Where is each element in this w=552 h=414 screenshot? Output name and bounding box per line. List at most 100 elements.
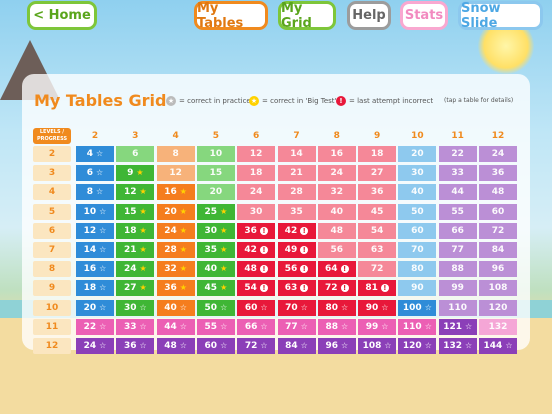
grid-cell[interactable]: 48 bbox=[317, 222, 356, 239]
grid-cell[interactable]: 84 ☆ bbox=[277, 338, 316, 354]
grid-cell[interactable]: 24 bbox=[479, 146, 517, 162]
grid-cell[interactable]: 36 ☆ bbox=[116, 338, 155, 354]
grid-cell[interactable]: 50 bbox=[398, 203, 437, 220]
grid-cell[interactable]: 10 ☆ bbox=[76, 203, 114, 220]
column-header-12[interactable]: 12 bbox=[491, 131, 505, 141]
grid-cell[interactable]: 66 bbox=[438, 222, 477, 239]
row-header-11[interactable]: 11 bbox=[33, 318, 71, 335]
grid-cell[interactable]: 90 bbox=[398, 280, 437, 297]
my-grid-button[interactable]: My Grid bbox=[278, 1, 336, 31]
grid-cell[interactable]: 18 bbox=[358, 146, 397, 162]
grid-cell[interactable]: 77 ☆ bbox=[277, 318, 316, 335]
grid-cell[interactable]: 80 ☆ bbox=[317, 299, 356, 316]
row-header-2[interactable]: 2 bbox=[33, 146, 71, 162]
column-header-7[interactable]: 7 bbox=[293, 131, 300, 141]
row-header-12[interactable]: 12 bbox=[33, 338, 71, 354]
grid-cell[interactable]: 20 ★ bbox=[156, 203, 195, 220]
grid-cell[interactable]: 22 ☆ bbox=[76, 318, 114, 335]
grid-cell[interactable]: 15 bbox=[196, 165, 235, 182]
grid-cell[interactable]: 110 ☆ bbox=[398, 318, 437, 335]
column-header-6[interactable]: 6 bbox=[253, 131, 260, 141]
grid-cell[interactable]: 120 ☆ bbox=[398, 338, 437, 354]
grid-cell[interactable]: 28 bbox=[277, 184, 316, 201]
grid-cell[interactable]: 6 bbox=[116, 146, 155, 162]
my-tables-button[interactable]: My Tables bbox=[194, 1, 268, 31]
grid-cell[interactable]: 24 ★ bbox=[156, 222, 195, 239]
grid-cell[interactable]: 81! bbox=[358, 280, 397, 297]
grid-cell[interactable]: 33 ☆ bbox=[116, 318, 155, 335]
grid-cell[interactable]: 20 bbox=[398, 146, 437, 162]
grid-cell[interactable]: 16 ★ bbox=[156, 184, 195, 201]
grid-cell[interactable]: 60 ☆ bbox=[196, 338, 235, 354]
grid-cell[interactable]: 144 ☆ bbox=[479, 338, 517, 354]
grid-cell[interactable]: 99 bbox=[438, 280, 477, 297]
column-header-10[interactable]: 10 bbox=[411, 131, 424, 141]
grid-cell[interactable]: 36 bbox=[358, 184, 397, 201]
row-header-6[interactable]: 6 bbox=[33, 222, 71, 239]
grid-cell[interactable]: 72 ☆ bbox=[237, 338, 276, 354]
column-header-11[interactable]: 11 bbox=[451, 131, 464, 141]
grid-cell[interactable]: 50 ☆ bbox=[196, 299, 235, 316]
column-header-2[interactable]: 2 bbox=[91, 131, 99, 141]
grid-cell[interactable]: 21 ★ bbox=[116, 242, 155, 258]
grid-cell[interactable]: 88 bbox=[438, 261, 477, 278]
grid-cell[interactable]: 30 bbox=[237, 203, 276, 220]
grid-cell[interactable]: 72 bbox=[358, 261, 397, 278]
grid-cell[interactable]: 40 bbox=[398, 184, 437, 201]
grid-cell[interactable]: 33 bbox=[438, 165, 477, 182]
grid-cell[interactable]: 20 bbox=[196, 184, 235, 201]
grid-cell[interactable]: 12 bbox=[237, 146, 276, 162]
grid-cell[interactable]: 25 ★ bbox=[196, 203, 235, 220]
grid-cell[interactable]: 90 ☆ bbox=[358, 299, 397, 316]
grid-cell[interactable]: 100 ☆ bbox=[398, 299, 437, 316]
grid-cell[interactable]: 80 bbox=[398, 261, 437, 278]
grid-cell[interactable]: 48 bbox=[479, 184, 517, 201]
grid-cell[interactable]: 42! bbox=[237, 242, 276, 258]
row-header-7[interactable]: 7 bbox=[33, 242, 71, 258]
grid-cell[interactable]: 55 ☆ bbox=[196, 318, 235, 335]
grid-cell[interactable]: 64! bbox=[317, 261, 356, 278]
grid-cell[interactable]: 18 bbox=[237, 165, 276, 182]
grid-cell[interactable]: 60 bbox=[398, 222, 437, 239]
grid-cell[interactable]: 24 bbox=[237, 184, 276, 201]
grid-cell[interactable]: 40 ★ bbox=[196, 261, 235, 278]
grid-cell[interactable]: 36! bbox=[237, 222, 276, 239]
row-header-3[interactable]: 3 bbox=[33, 165, 71, 182]
grid-cell[interactable]: 55 bbox=[438, 203, 477, 220]
grid-cell[interactable]: 20 ☆ bbox=[76, 299, 114, 316]
grid-cell[interactable]: 70 bbox=[398, 242, 437, 258]
grid-cell[interactable]: 36 bbox=[479, 165, 517, 182]
grid-cell[interactable]: 24 bbox=[317, 165, 356, 182]
grid-cell[interactable]: 54 bbox=[358, 222, 397, 239]
snow-slide-button[interactable]: Snow Slide bbox=[458, 1, 543, 31]
column-header-4[interactable]: 4 bbox=[172, 131, 179, 141]
grid-cell[interactable]: 14 bbox=[277, 146, 316, 162]
grid-cell[interactable]: 108 ☆ bbox=[358, 338, 397, 354]
grid-cell[interactable]: 4 ☆ bbox=[76, 146, 114, 162]
grid-cell[interactable]: 66 ☆ bbox=[237, 318, 276, 335]
grid-cell[interactable]: 108 bbox=[479, 280, 517, 297]
grid-cell[interactable]: 96 ☆ bbox=[317, 338, 356, 354]
grid-cell[interactable]: 24 ☆ bbox=[76, 338, 114, 354]
grid-cell[interactable]: 14 ☆ bbox=[76, 242, 114, 258]
row-header-4[interactable]: 4 bbox=[33, 184, 71, 201]
grid-cell[interactable]: 63 bbox=[358, 242, 397, 258]
grid-cell[interactable]: 8 bbox=[156, 146, 195, 162]
grid-cell[interactable]: 45 bbox=[358, 203, 397, 220]
grid-cell[interactable]: 35 ★ bbox=[196, 242, 235, 258]
grid-cell[interactable]: 72! bbox=[317, 280, 356, 297]
grid-cell[interactable]: 96 bbox=[479, 261, 517, 278]
grid-cell[interactable]: 10 bbox=[196, 146, 235, 162]
grid-cell[interactable]: 56 bbox=[317, 242, 356, 258]
grid-cell[interactable]: 27 bbox=[358, 165, 397, 182]
grid-cell[interactable]: 12 ☆ bbox=[76, 222, 114, 239]
grid-cell[interactable]: 30 ☆ bbox=[116, 299, 155, 316]
row-header-10[interactable]: 10 bbox=[33, 299, 71, 316]
grid-cell[interactable]: 49! bbox=[277, 242, 316, 258]
grid-cell[interactable]: 120 bbox=[479, 299, 517, 316]
grid-cell[interactable]: 60 ☆ bbox=[237, 299, 276, 316]
stats-button[interactable]: Stats bbox=[400, 1, 448, 30]
grid-cell[interactable]: 60 bbox=[479, 203, 517, 220]
grid-cell[interactable]: 44 bbox=[438, 184, 477, 201]
grid-cell[interactable]: 48! bbox=[237, 261, 276, 278]
